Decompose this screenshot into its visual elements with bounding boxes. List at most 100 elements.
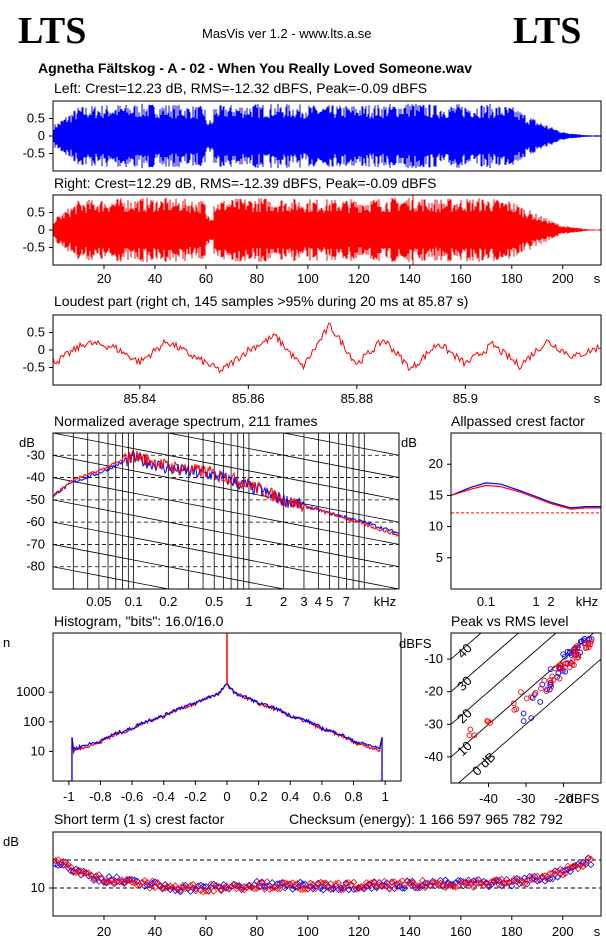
histogram-xtick-label: 0.8: [345, 789, 363, 804]
spectrum-xtick-label: 3: [300, 594, 307, 609]
short-term-point-left: [421, 879, 429, 887]
short-term-point-right: [250, 885, 258, 893]
short-term-point-left: [192, 885, 200, 893]
spectrum-xtick-label: 0.2: [159, 594, 177, 609]
loudest-part-ytick-label: -0.5: [23, 360, 45, 375]
short-term-point-right: [566, 864, 574, 872]
loudest-part-xtick-label: 85.88: [341, 391, 374, 406]
peak-rms-point-right: [467, 726, 474, 733]
short-term-point-right: [95, 871, 103, 879]
crest-factor-ytick-label: 15: [429, 487, 443, 502]
peak-rms-plot: 40 30 20 100 dB: [451, 633, 601, 783]
short-term-point-right: [311, 885, 320, 893]
short-term-point-right: [220, 884, 228, 892]
short-term-xtick-label: 200: [552, 924, 574, 939]
spectrum-ylabel: dB: [19, 435, 35, 450]
short-term-point-right: [332, 880, 340, 888]
short-term-point-right: [148, 877, 156, 885]
spectrum-plot: [53, 433, 399, 589]
app-title: MasVis ver 1.2 - www.lts.a.se: [202, 26, 372, 41]
short-term-point-left: [166, 886, 174, 894]
right-waveform-xtick-label: 140: [399, 271, 421, 286]
short-term-title: Short term (1 s) crest factor: [54, 811, 225, 827]
spectrum-ytick-label: -30: [26, 447, 45, 462]
peak-rms-point-left: [537, 699, 544, 705]
short-term-point-right: [161, 884, 169, 892]
peak-rms-point-right: [564, 660, 571, 666]
short-term-ytick-label: 10: [31, 880, 45, 895]
short-term-point-right: [385, 885, 394, 893]
short-term-point-right: [413, 882, 422, 890]
short-term-point-right: [207, 880, 215, 888]
short-term-point-right: [587, 855, 595, 863]
short-term-point-left: [566, 867, 574, 876]
short-term-point-left: [431, 882, 439, 890]
peak-rms-crest-diagonal: [451, 633, 482, 660]
spectrum-xtick-label: 0.05: [86, 594, 111, 609]
peak-rms-crest-diagonal: [457, 658, 601, 783]
peak-rms-point-right: [543, 688, 550, 694]
short-term-point-right: [406, 880, 414, 888]
right-waveform-ytick-label: 0.5: [27, 205, 45, 220]
loudest-part-frame: [52, 314, 602, 386]
histogram-plot: [71, 633, 383, 781]
short-term-point-right: [263, 878, 271, 886]
loudest-part-signal: [53, 322, 601, 374]
short-term-point-right: [69, 868, 77, 876]
short-term-point-right: [378, 882, 386, 891]
short-term-point-right: [240, 886, 248, 894]
short-term-point-right: [245, 882, 253, 890]
peak-rms-point-right: [550, 677, 557, 683]
peak-rms-point-right: [574, 645, 581, 652]
spectrum-slope-guide: [53, 433, 399, 501]
right-waveform-xtick-label: 100: [297, 271, 319, 286]
short-term-point-left: [113, 873, 121, 881]
spectrum-slope-guide: [281, 433, 399, 456]
short-term-xtick-label: 100: [297, 924, 319, 939]
peak-rms-ytick-label: -20: [424, 684, 443, 699]
short-term-point-right: [164, 884, 172, 892]
peak-rms-point-right: [556, 675, 563, 682]
short-term-xtick-label: 40: [148, 924, 162, 939]
short-term-point-left: [546, 875, 554, 883]
short-term-point-right: [235, 883, 243, 891]
short-term-point-right: [490, 876, 498, 885]
short-term-point-right: [151, 883, 159, 892]
short-term-point-right: [357, 883, 365, 891]
short-term-point-right: [360, 883, 368, 891]
short-term-point-right: [74, 868, 83, 876]
spectrum-ytick-label: -70: [26, 536, 45, 551]
histogram-ytick-label: 1000: [16, 684, 45, 699]
short-term-point-right: [102, 877, 111, 886]
short-term-point-right: [210, 887, 218, 895]
short-term-point-right: [380, 877, 388, 885]
short-term-point-left: [171, 886, 179, 895]
spectrum-slope-guide: [53, 521, 399, 589]
histogram-ytick-label: 10: [31, 743, 45, 758]
short-term-point-right: [324, 884, 332, 892]
short-term-point-right: [498, 875, 506, 883]
crest-factor-ytick-label: 20: [429, 456, 443, 471]
short-term-point-right: [110, 880, 118, 888]
peak-rms-point-right: [583, 644, 590, 651]
short-term-xtick-label: 140: [399, 924, 421, 939]
short-term-xtick-label: 160: [450, 924, 472, 939]
short-term-point-left: [319, 886, 327, 894]
left-waveform-ytick-label: 0.5: [27, 111, 45, 126]
short-term-point-right: [505, 878, 513, 886]
short-term-point-left: [462, 878, 470, 886]
short-term-point-right: [584, 854, 592, 863]
peak-rms-point-right: [585, 644, 592, 651]
short-term-point-right: [513, 878, 521, 886]
short-term-point-left: [102, 879, 111, 887]
peak-rms-point-right: [538, 685, 544, 692]
short-term-point-right: [416, 882, 424, 890]
spectrum-slope-guide: [53, 454, 399, 523]
right-waveform-title: Right: Crest=12.29 dB, RMS=-12.39 dBFS, …: [54, 175, 437, 191]
crest-factor-ylabel: dB: [401, 435, 417, 450]
right-waveform-xunit: s: [594, 271, 601, 286]
peak-rms-title: Peak vs RMS level: [451, 613, 569, 629]
short-term-point-right: [487, 878, 495, 886]
crest-factor-xtick-label: 2: [547, 594, 554, 609]
short-term-point-right: [464, 879, 473, 887]
